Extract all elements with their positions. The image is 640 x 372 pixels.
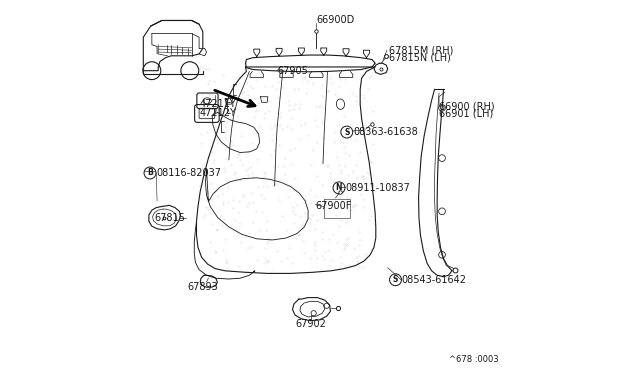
Text: 08116-82037: 08116-82037 [156,168,221,178]
Text: 67905: 67905 [277,66,308,76]
Circle shape [144,167,156,179]
Circle shape [390,274,401,286]
Text: 08363-61638: 08363-61638 [353,127,418,137]
Text: 67902: 67902 [295,319,326,328]
Text: 47211Y: 47211Y [199,99,236,109]
Text: ^678 :0003: ^678 :0003 [449,355,499,364]
Text: 67815M (RH): 67815M (RH) [389,45,453,55]
Text: 47212Y: 47212Y [199,109,236,118]
Text: 67900F: 67900F [316,201,352,211]
Text: 08911-10837: 08911-10837 [346,183,410,193]
Circle shape [333,182,345,194]
Text: 67815: 67815 [154,213,186,222]
Text: S: S [393,275,398,284]
Text: 67815N (LH): 67815N (LH) [389,53,451,62]
Text: S: S [344,128,349,137]
Text: 08543-61642: 08543-61642 [402,275,467,285]
Text: 66901 (LH): 66901 (LH) [439,109,493,118]
Text: 67893: 67893 [188,282,218,292]
Text: 66900D: 66900D [316,16,355,25]
Text: 66900 (RH): 66900 (RH) [439,101,495,111]
Text: B: B [147,169,153,177]
Circle shape [341,126,353,138]
Text: N: N [336,183,342,192]
